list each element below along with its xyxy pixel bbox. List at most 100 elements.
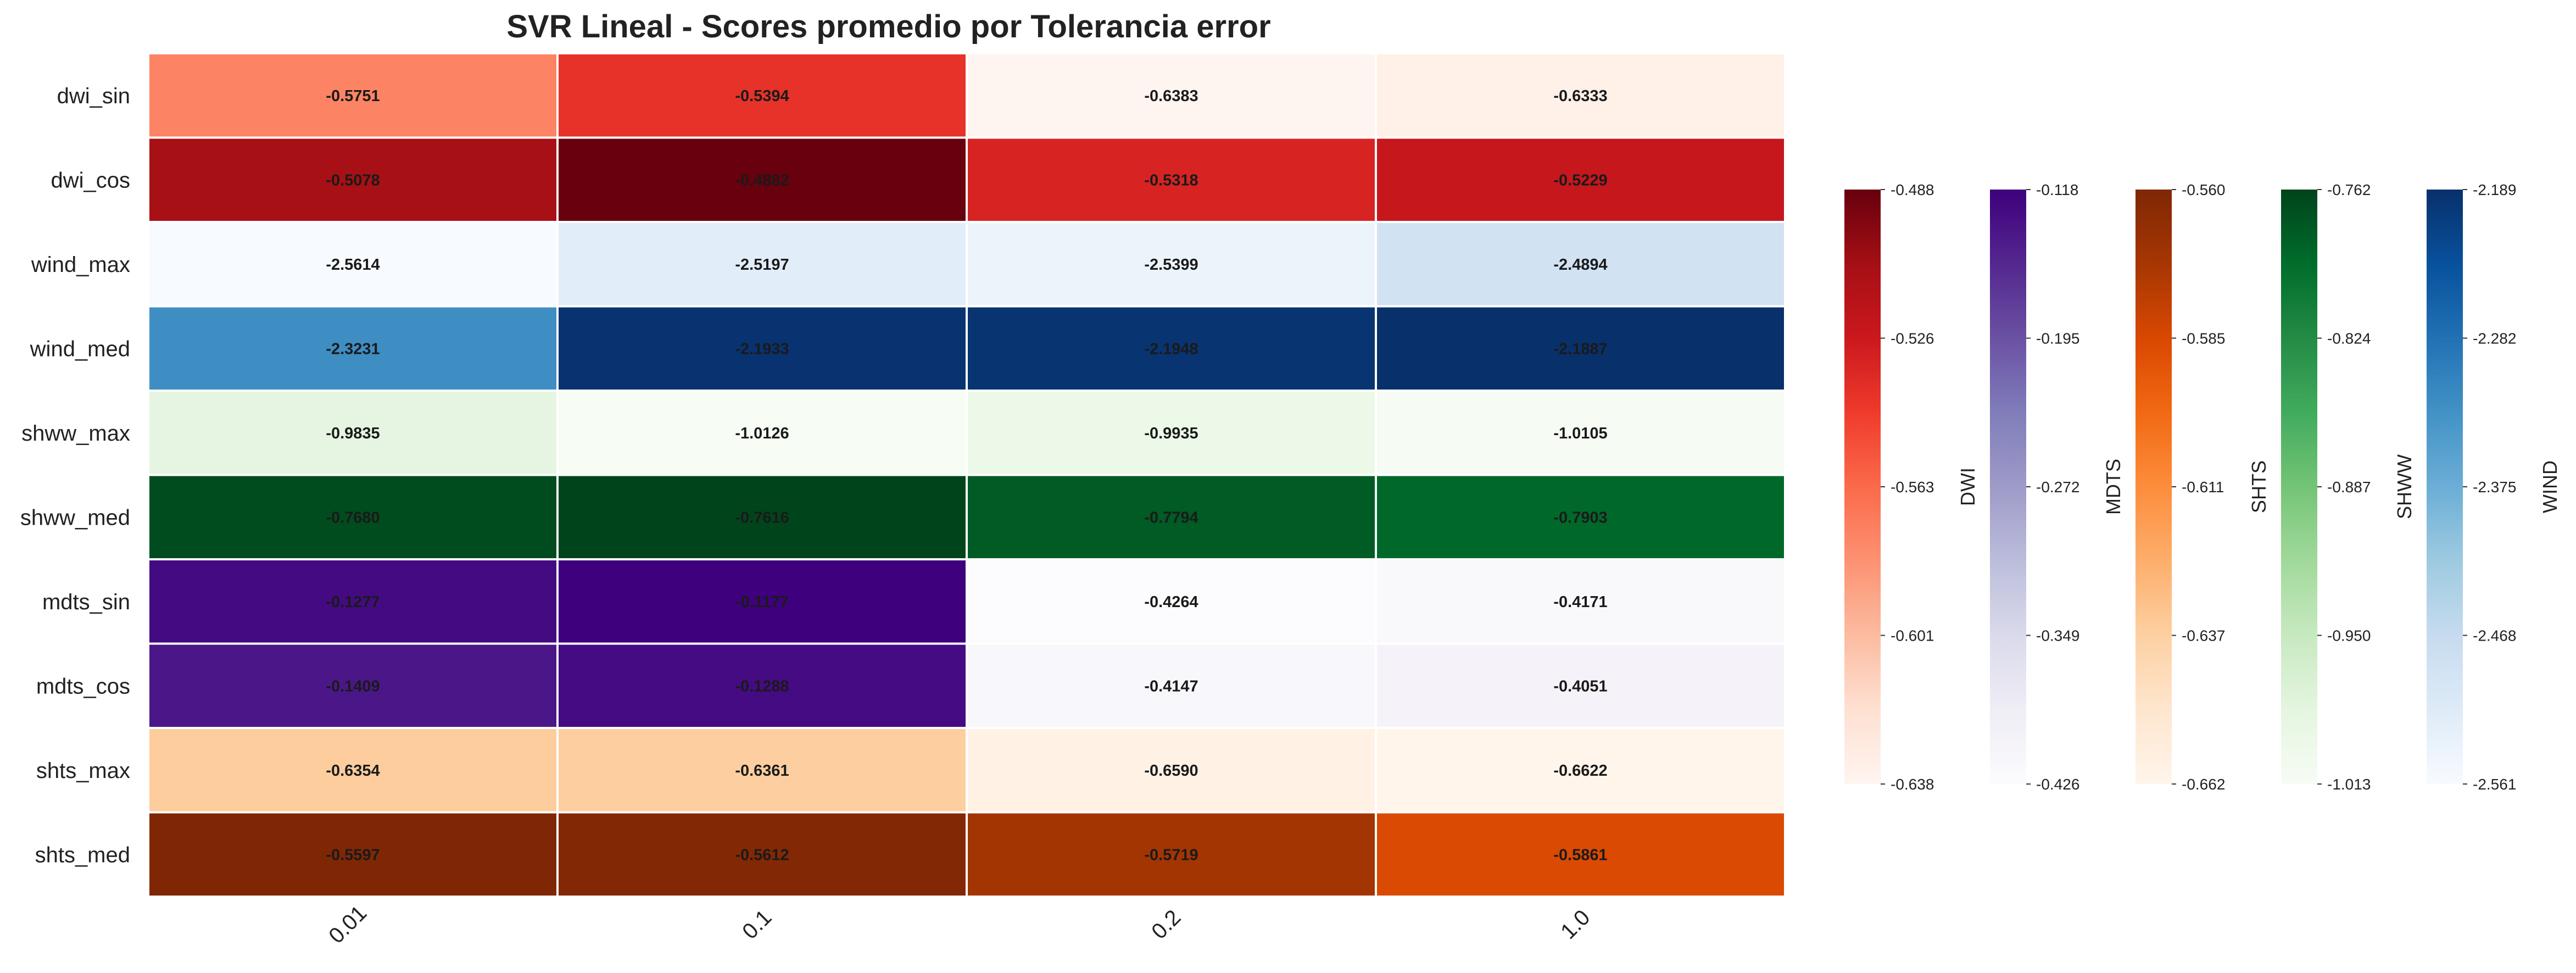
heatmap-cell (556, 474, 968, 560)
heatmap-cell (556, 52, 968, 139)
column-labels: 0.01 0.1 0.2 1.0 (324, 901, 1594, 948)
heatmap-cell (556, 136, 968, 223)
cell-value-label: -0.5597 (326, 846, 380, 864)
colorbar-tick-label: -0.488 (1891, 181, 1934, 198)
heatmap-cell-labels: -0.5751 -0.5394 -0.6383 -0.6333 -0.5078 -0.48… (326, 87, 1607, 864)
colorbar-tick-label: -0.762 (2327, 181, 2371, 198)
colorbar-tick-label: -0.585 (2182, 330, 2225, 347)
cell-value-label: -0.7794 (1144, 509, 1198, 526)
heatmap-cell (556, 390, 968, 476)
cell-value-label: -0.1288 (735, 677, 789, 695)
heatmap-cell (147, 390, 559, 476)
colorbar-tick-label: -0.118 (2036, 181, 2078, 198)
colorbar-gradient (2281, 190, 2317, 784)
colorbar-label: SHTS (2248, 460, 2270, 513)
heatmap-cell (147, 811, 559, 898)
cell-value-label: -0.1409 (326, 677, 380, 695)
row-label: shts_med (35, 843, 130, 867)
heatmap-cell (147, 558, 559, 645)
colorbar-tick-label: -0.824 (2327, 330, 2371, 347)
colorbar-tick-label: -2.375 (2473, 479, 2516, 496)
heatmap-cell (1375, 305, 1786, 392)
heatmap-cell (556, 305, 968, 392)
colorbar-shww: -0.762 -0.824 -0.887 -0.950 -1.013 SHWW (2281, 181, 2416, 793)
heatmap-cell (966, 390, 1377, 476)
column-tick-label: 0.1 (738, 905, 776, 944)
colorbars: -0.488-0.526-0.563-0.601-0.638DWI-0.118-… (1844, 181, 2561, 793)
colorbar-label: DWI (1956, 468, 1979, 506)
colorbar-gradient (2427, 190, 2463, 784)
cell-value-label: -1.0126 (735, 425, 789, 442)
cell-value-label: -0.4051 (1553, 677, 1607, 695)
cell-value-label: -0.6354 (326, 762, 380, 780)
cell-value-label: -0.6590 (1144, 762, 1198, 780)
cell-value-label: -0.1177 (735, 593, 789, 611)
colorbar-wind: -2.189 -2.282 -2.375 -2.468 -2.561 WIND (2427, 181, 2561, 793)
cell-value-label: -0.6333 (1553, 87, 1607, 105)
colorbar-label: WIND (2539, 460, 2561, 513)
colorbar-tick-label: -0.563 (1891, 479, 1934, 496)
cell-value-label: -1.0105 (1553, 425, 1607, 442)
heatmap-cell (1375, 474, 1786, 560)
heatmap-cell (966, 642, 1377, 729)
colorbar-tick-label: -0.349 (2036, 627, 2079, 644)
row-labels: dwi_sin dwi_cos wind_max wind_med shww_maxsh… (20, 84, 130, 868)
colorbar-tick-label: -0.195 (2036, 330, 2079, 347)
chart-title: SVR Lineal - Scores promedio por Toleran… (506, 9, 1270, 45)
row-label: dwi_sin (57, 84, 130, 108)
colorbar-tick-label: -0.637 (2182, 627, 2225, 644)
colorbar-tick-label: -0.560 (2182, 181, 2225, 198)
cell-value-label: -0.5751 (326, 87, 380, 105)
cell-value-label: -0.4171 (1553, 593, 1607, 611)
colorbar-mdts: -0.118 -0.195 -0.272 -0.349 -0.426 MDTS (1990, 181, 2125, 793)
colorbar-label: MDTS (2102, 459, 2125, 515)
colorbar-tick-label: -0.887 (2327, 479, 2371, 496)
colorbar-tick-label: -0.601 (1891, 627, 1934, 644)
colorbar-tick-label: -2.468 (2473, 627, 2516, 644)
heatmap-cell (1375, 727, 1786, 814)
heatmap-cell (1375, 390, 1786, 476)
colorbar-gradient (2135, 190, 2172, 784)
heatmap-cell (1375, 52, 1786, 139)
cell-value-label: -0.5229 (1553, 171, 1607, 189)
heatmap-cell (147, 52, 559, 139)
cell-value-label: -2.5399 (1144, 256, 1198, 274)
colorbar-tick-label: -0.611 (2182, 479, 2224, 496)
heatmap-cell (966, 52, 1377, 139)
colorbar-tick-label: -0.426 (2036, 776, 2079, 793)
cell-value-label: -0.6383 (1144, 87, 1198, 105)
row-label: shts_max (36, 759, 130, 783)
colorbar-shts: -0.560 -0.585 -0.611 -0.637 -0.662 SHTS (2135, 181, 2270, 793)
row-label: shww_med (20, 505, 130, 530)
heatmap-cell (966, 558, 1377, 645)
cell-value-label: -2.4894 (1553, 256, 1607, 274)
colorbar-tick-label: -2.189 (2473, 181, 2516, 198)
cell-value-label: -0.7903 (1553, 509, 1607, 526)
colorbar-dwi: -0.488 -0.526 -0.563 -0.601 -0.638 DWI (1844, 181, 1979, 793)
heatmap-cell (966, 811, 1377, 898)
cell-value-label: -2.1948 (1144, 340, 1198, 358)
heatmap-cell (556, 221, 968, 308)
cell-value-label: -2.3231 (326, 340, 380, 358)
row-label: mdts_cos (36, 674, 130, 698)
colorbar-tick-label: -1.013 (2327, 776, 2371, 793)
colorbar-tick-label: -2.282 (2473, 330, 2516, 347)
cell-value-label: -2.1887 (1553, 340, 1607, 358)
colorbar-tick-label: -2.561 (2473, 776, 2516, 793)
cell-value-label: -0.9935 (1144, 425, 1198, 442)
heatmap-cell (1375, 558, 1786, 645)
row-label: dwi_cos (51, 168, 130, 192)
cell-value-label: -0.5394 (735, 87, 789, 105)
heatmap-cells (147, 52, 1786, 898)
cell-value-label: -0.9835 (326, 425, 380, 442)
row-label: wind_med (30, 337, 130, 361)
heatmap-cell (556, 811, 968, 898)
colorbar-gradient (1990, 190, 2026, 784)
cell-value-label: -0.7616 (735, 509, 789, 526)
column-tick-label: 0.2 (1147, 905, 1185, 944)
colorbar-tick-label: -0.638 (1891, 776, 1934, 793)
cell-value-label: -2.5614 (326, 256, 380, 274)
heatmap-cell (147, 642, 559, 729)
cell-value-label: -0.6361 (735, 762, 789, 780)
cell-value-label: -0.5078 (326, 171, 380, 189)
